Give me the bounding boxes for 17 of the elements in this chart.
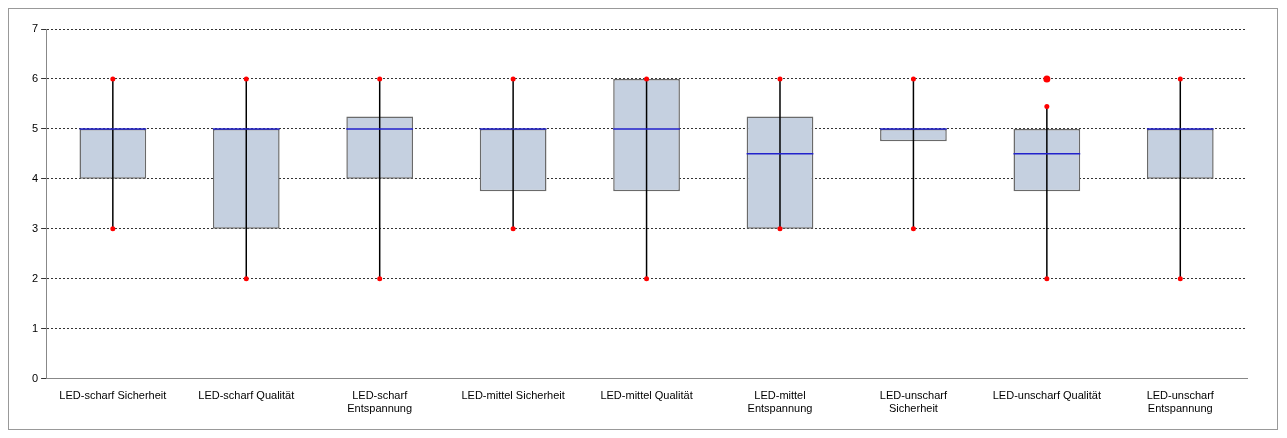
y-tick-label: 6 — [31, 71, 39, 84]
x-tick-label: LED-mittel Sicherheit — [461, 389, 565, 402]
x-tick-label: LED-mittel Entspannung — [747, 389, 813, 415]
x-tick-label: LED-mittel Qualität — [600, 389, 693, 402]
y-tick-label: 0 — [31, 371, 39, 384]
x-tick-label: LED-scharf Qualität — [198, 389, 295, 402]
x-tick-label: LED-unscharf Sicherheit — [879, 389, 948, 415]
y-tick-label: 7 — [31, 22, 39, 35]
x-tick-label: LED-unscharf Entspannung — [1146, 389, 1215, 415]
x-tick-label: LED-scharf Entspannung — [347, 389, 413, 415]
y-tick-label: 1 — [31, 321, 39, 334]
y-tick-label: 4 — [31, 171, 39, 184]
y-tick-label: 2 — [31, 271, 39, 284]
x-tick-label: LED-scharf Sicherheit — [59, 389, 167, 402]
x-tick-label: LED-unscharf Qualität — [992, 389, 1101, 402]
y-tick-label: 3 — [31, 221, 39, 234]
y-tick-label: 5 — [31, 121, 39, 134]
